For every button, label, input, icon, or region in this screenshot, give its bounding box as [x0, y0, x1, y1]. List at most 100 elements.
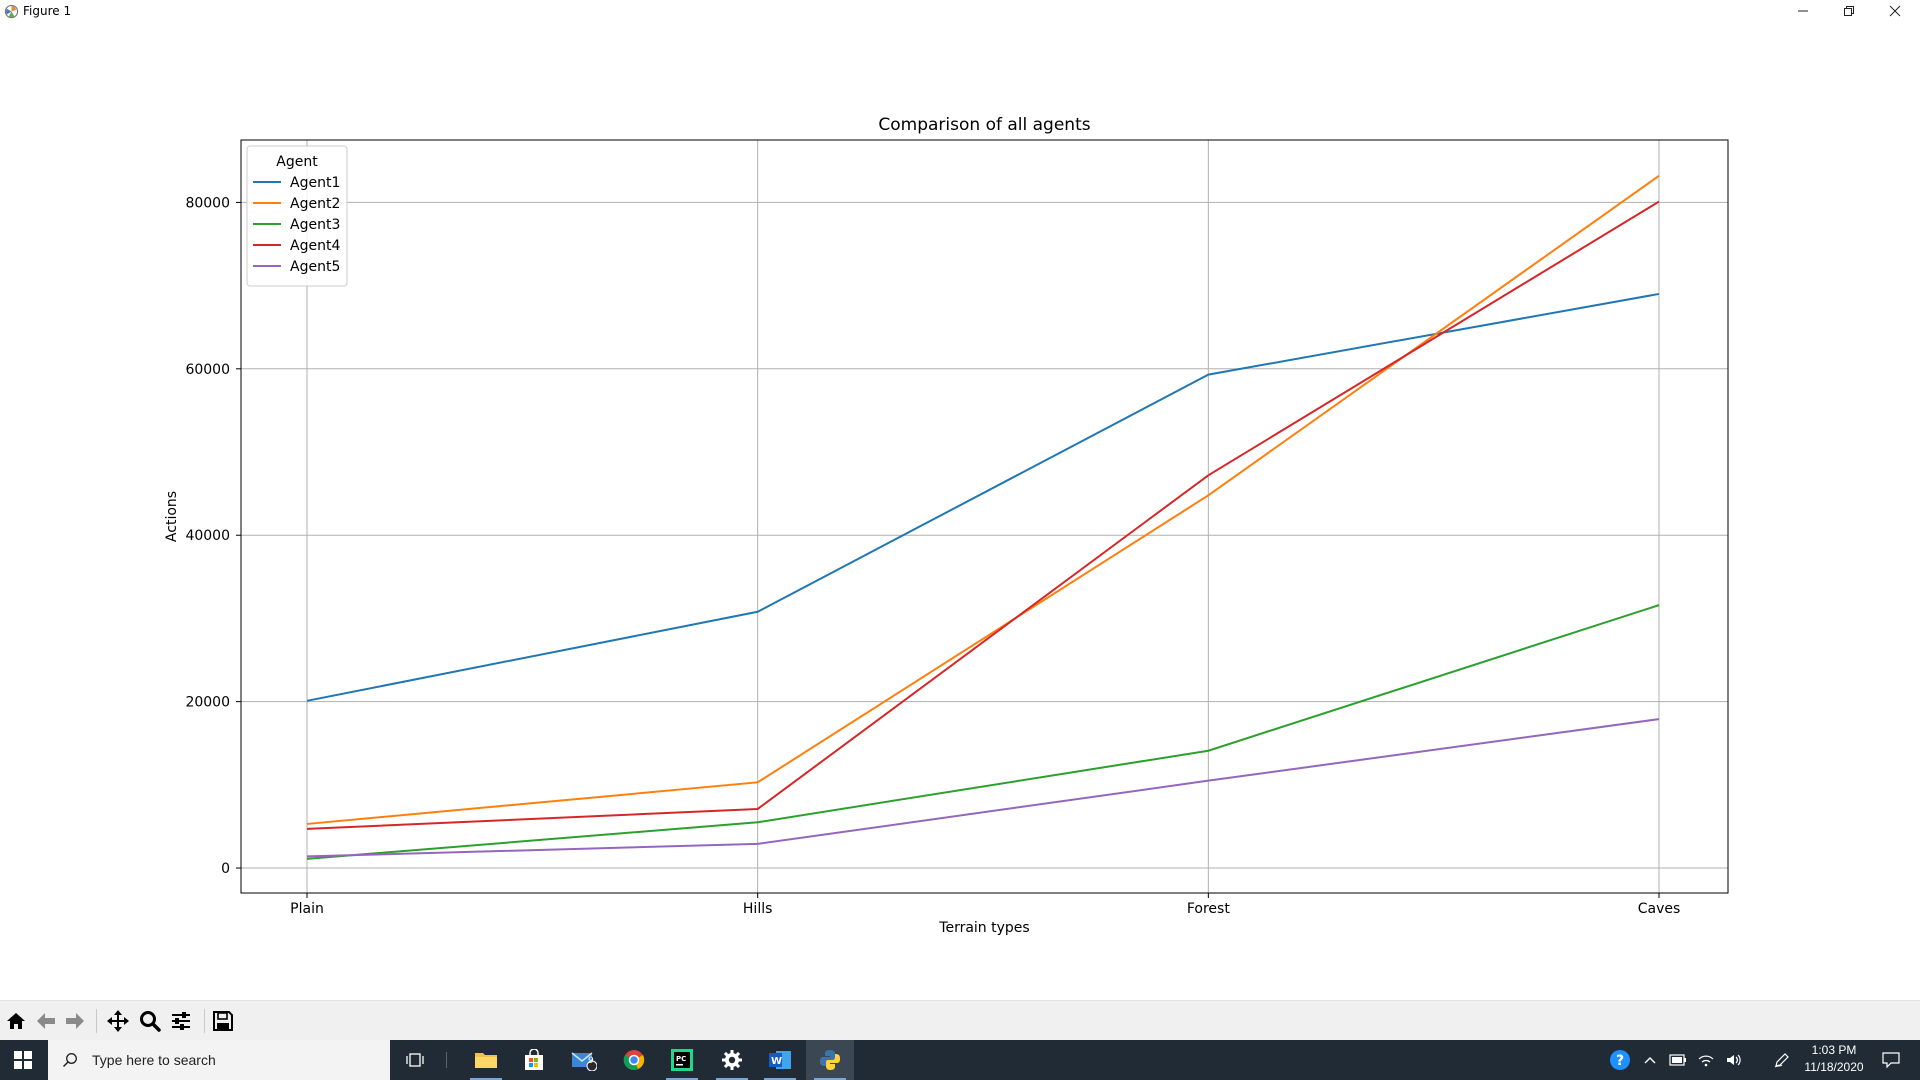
taskbar: Type here to search 9 PC W ? — [0, 1040, 1920, 1080]
running-indicator — [814, 1078, 846, 1080]
back-button[interactable] — [33, 1008, 59, 1034]
pycharm-icon: PC — [671, 1049, 693, 1071]
running-indicator — [716, 1078, 748, 1080]
line-chart: Plain Hills Forest Caves 0 20000 40000 60000 800… — [164, 115, 1729, 936]
y-tick-label: 20000 — [185, 695, 230, 711]
search-placeholder: Type here to search — [92, 1052, 216, 1068]
series-line-agent4 — [306, 200, 1660, 830]
navigation-toolbar — [0, 1000, 1920, 1041]
running-indicator — [470, 1078, 502, 1080]
taskbar-word[interactable]: W — [756, 1040, 804, 1080]
pan-button[interactable] — [105, 1008, 131, 1034]
x-axis-label: Terrain types — [938, 920, 1029, 936]
help-tray-button[interactable]: ? — [1606, 1040, 1634, 1080]
taskbar-mail[interactable]: 9 — [560, 1040, 608, 1080]
mail-badge: 9 — [588, 1056, 594, 1066]
clock-time: 1:03 PM — [1811, 1043, 1857, 1057]
settings-icon — [722, 1050, 742, 1070]
legend-entry: Agent1 — [290, 175, 340, 191]
forward-icon — [66, 1013, 84, 1029]
figure-canvas[interactable]: Plain Hills Forest Caves 0 20000 40000 60000 800… — [0, 24, 1920, 1000]
minimize-button[interactable] — [1780, 0, 1826, 22]
volume-icon — [1727, 1054, 1741, 1066]
x-tick-label: Plain — [290, 901, 324, 917]
series-line-agent1 — [306, 292, 1660, 702]
matplotlib-icon — [4, 4, 19, 19]
figure-window: Figure 1 Plain Hills Forest Caves 0 20000 4000… — [0, 0, 1920, 1000]
title-bar: Figure 1 — [0, 0, 1920, 24]
clock-date: 11/18/2020 — [1804, 1060, 1864, 1074]
restore-button[interactable] — [1826, 0, 1872, 22]
pan-icon — [107, 1010, 129, 1032]
zoom-button[interactable] — [137, 1008, 163, 1034]
taskbar-divider — [446, 1052, 447, 1068]
task-view-icon — [406, 1053, 424, 1067]
taskbar-search-box[interactable]: Type here to search — [48, 1040, 390, 1080]
file-explorer-icon — [475, 1053, 497, 1068]
legend-entry: Agent4 — [290, 238, 340, 254]
task-view-button[interactable] — [392, 1040, 440, 1080]
show-hidden-icons-button[interactable] — [1640, 1040, 1660, 1080]
svg-text:W: W — [771, 1056, 782, 1067]
pen-tray-button[interactable] — [1770, 1040, 1794, 1080]
back-icon — [37, 1013, 55, 1029]
restore-icon — [1844, 6, 1854, 16]
axes-frame — [240, 139, 1729, 894]
configure-button[interactable] — [168, 1008, 194, 1034]
series-line-agent2 — [306, 174, 1660, 825]
svg-text:?: ? — [1616, 1053, 1624, 1069]
legend-entry: Agent2 — [290, 196, 340, 212]
taskbar-chrome[interactable] — [610, 1040, 658, 1080]
y-tick-label: 80000 — [185, 195, 230, 211]
mail-icon — [571, 1052, 597, 1071]
store-icon — [525, 1049, 543, 1070]
x-tick-label: Caves — [1638, 901, 1681, 917]
save-button[interactable] — [210, 1008, 236, 1034]
save-icon — [213, 1011, 233, 1031]
word-icon: W — [769, 1051, 791, 1069]
volume-tray-button[interactable] — [1722, 1040, 1746, 1080]
running-indicator — [764, 1078, 796, 1080]
wifi-icon — [1698, 1055, 1714, 1067]
network-tray-button[interactable] — [1694, 1040, 1718, 1080]
legend-entry: Agent5 — [290, 259, 340, 275]
search-icon — [62, 1053, 77, 1068]
action-center-button[interactable] — [1876, 1040, 1906, 1080]
chart-title: Comparison of all agents — [878, 115, 1090, 135]
python-icon — [820, 1050, 840, 1070]
notification-icon — [1882, 1052, 1900, 1068]
x-tick-label: Forest — [1187, 901, 1230, 917]
start-button[interactable] — [0, 1040, 46, 1080]
taskbar-python[interactable] — [806, 1040, 854, 1080]
configure-icon — [172, 1012, 190, 1030]
minimize-icon — [1798, 10, 1808, 12]
svg-text:PC: PC — [676, 1055, 686, 1063]
battery-tray-button[interactable] — [1666, 1040, 1690, 1080]
close-button[interactable] — [1872, 0, 1918, 22]
close-icon — [1889, 5, 1901, 17]
taskbar-file-explorer[interactable] — [462, 1040, 510, 1080]
series-line-agent3 — [306, 604, 1660, 860]
taskbar-settings[interactable] — [708, 1040, 756, 1080]
running-indicator — [666, 1078, 698, 1080]
battery-icon — [1669, 1054, 1686, 1066]
toolbar-separator — [96, 1009, 97, 1033]
chrome-icon — [623, 1050, 645, 1070]
home-button[interactable] — [3, 1008, 29, 1034]
window-title: Figure 1 — [23, 4, 72, 18]
legend-title: Agent — [276, 154, 318, 170]
legend: Agent Agent1 Agent2 Agent3 Agent4 Agent5 — [246, 145, 348, 287]
y-axis-label: Actions — [164, 491, 180, 542]
taskbar-pycharm[interactable]: PC — [658, 1040, 706, 1080]
y-tick-label: 0 — [221, 861, 230, 877]
x-tick-label: Hills — [743, 901, 773, 917]
taskbar-clock[interactable]: 1:03 PM 11/18/2020 — [1796, 1042, 1872, 1078]
forward-button[interactable] — [62, 1008, 88, 1034]
home-icon — [7, 1013, 25, 1029]
taskbar-store[interactable] — [510, 1040, 558, 1080]
legend-entry: Agent3 — [290, 217, 340, 233]
y-tick-label: 60000 — [185, 362, 230, 378]
windows-icon — [14, 1051, 32, 1069]
help-icon: ? — [1610, 1050, 1630, 1070]
chevron-up-icon — [1644, 1057, 1656, 1064]
